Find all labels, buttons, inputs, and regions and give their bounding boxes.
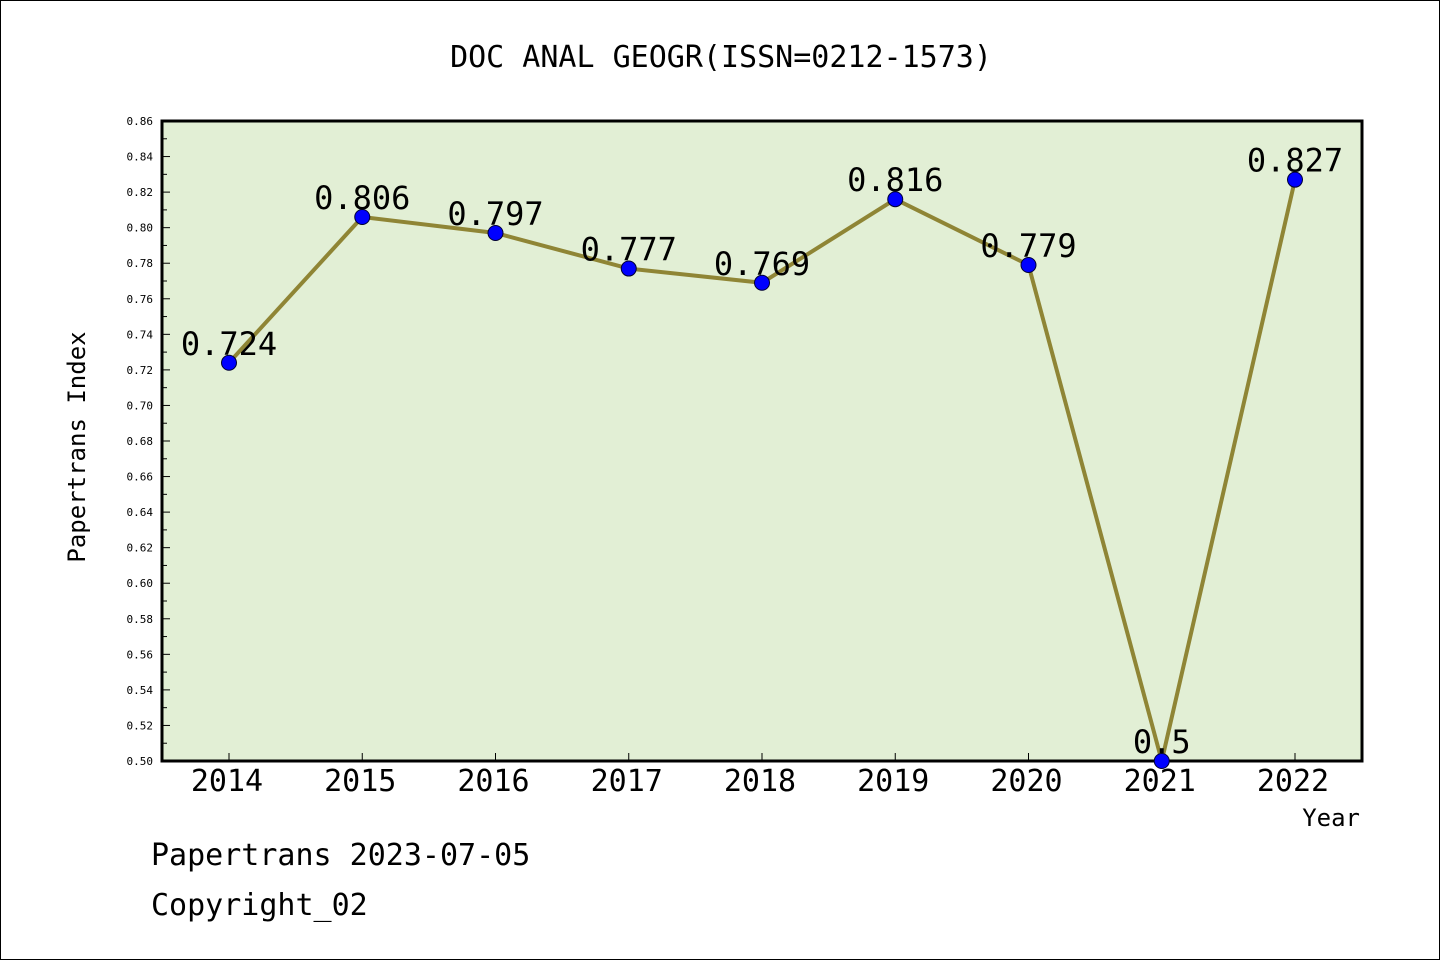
data-label: 0.797 <box>447 195 543 233</box>
data-point <box>487 225 504 241</box>
y-tick-label: 0.58 <box>127 613 154 626</box>
y-tick-label: 0.52 <box>127 719 154 732</box>
x-tick-label: 2022 <box>1257 764 1329 799</box>
y-tick-label: 0.60 <box>127 577 154 590</box>
data-point <box>354 209 371 225</box>
x-tick-label: 2021 <box>1124 764 1196 799</box>
y-tick-label: 0.50 <box>127 755 154 768</box>
x-axis: 2014 2015 2016 2017 2018 2019 2020 2021 2022 <box>191 753 1329 799</box>
y-axis: 0.50 0.52 0.54 0.56 0.58 0.60 0.62 0.64 0.66 0.68… <box>127 115 170 768</box>
y-tick-label: 0.54 <box>127 684 154 697</box>
data-point <box>221 354 237 371</box>
y-tick-label: 0.82 <box>127 186 154 199</box>
x-tick-label: 2018 <box>724 764 796 799</box>
data-label: 0.827 <box>1247 142 1343 180</box>
footer-date: Papertrans 2023-07-05 <box>151 838 530 873</box>
data-label: 0.5 <box>1133 723 1191 761</box>
data-point <box>620 260 637 277</box>
series-markers <box>221 171 1303 769</box>
data-point <box>754 274 770 291</box>
data-label: 0.816 <box>847 161 943 199</box>
chart-title: DOC ANAL GEOGR(ISSN=0212-1573) <box>450 40 992 75</box>
x-tick-label: 2016 <box>457 764 529 799</box>
data-label: 0.777 <box>581 231 677 269</box>
y-tick-label: 0.84 <box>127 151 154 164</box>
x-tick-label: 2020 <box>990 764 1062 799</box>
y-tick-label: 0.78 <box>127 257 154 270</box>
y-tick-label: 0.86 <box>127 115 154 128</box>
y-tick-label: 0.64 <box>127 506 154 519</box>
x-tick-label: 2017 <box>591 764 663 799</box>
y-tick-label: 0.66 <box>127 471 154 484</box>
x-tick-label: 2019 <box>857 764 929 799</box>
data-point <box>1287 171 1303 188</box>
y-tick-label: 0.80 <box>127 222 154 235</box>
data-label: 0.806 <box>314 179 410 217</box>
y-tick-label: 0.74 <box>127 328 154 341</box>
y-tick-label: 0.56 <box>127 648 154 661</box>
x-tick-label: 2015 <box>324 764 396 799</box>
y-axis-label: Papertrans Index <box>63 331 91 562</box>
data-label: 0.779 <box>980 227 1076 265</box>
data-label: 0.724 <box>181 325 277 363</box>
data-point <box>887 191 904 208</box>
y-tick-label: 0.62 <box>127 542 154 555</box>
y-tick-label: 0.68 <box>127 435 154 448</box>
x-tick-label: 2014 <box>191 764 263 799</box>
x-axis-label: Year <box>1302 804 1360 832</box>
y-tick-label: 0.72 <box>127 364 154 377</box>
y-tick-label: 0.76 <box>127 293 154 306</box>
data-labels: 0.724 0.806 0.797 0.777 0.769 0.816 0.779 0.5 0.… <box>181 142 1343 761</box>
data-label: 0.769 <box>714 245 810 283</box>
data-point <box>1020 257 1037 273</box>
y-tick-label: 0.70 <box>127 399 154 412</box>
data-point <box>1153 753 1170 769</box>
footer-copyright: Copyright_02 <box>151 888 368 923</box>
plot-area <box>160 119 1364 763</box>
